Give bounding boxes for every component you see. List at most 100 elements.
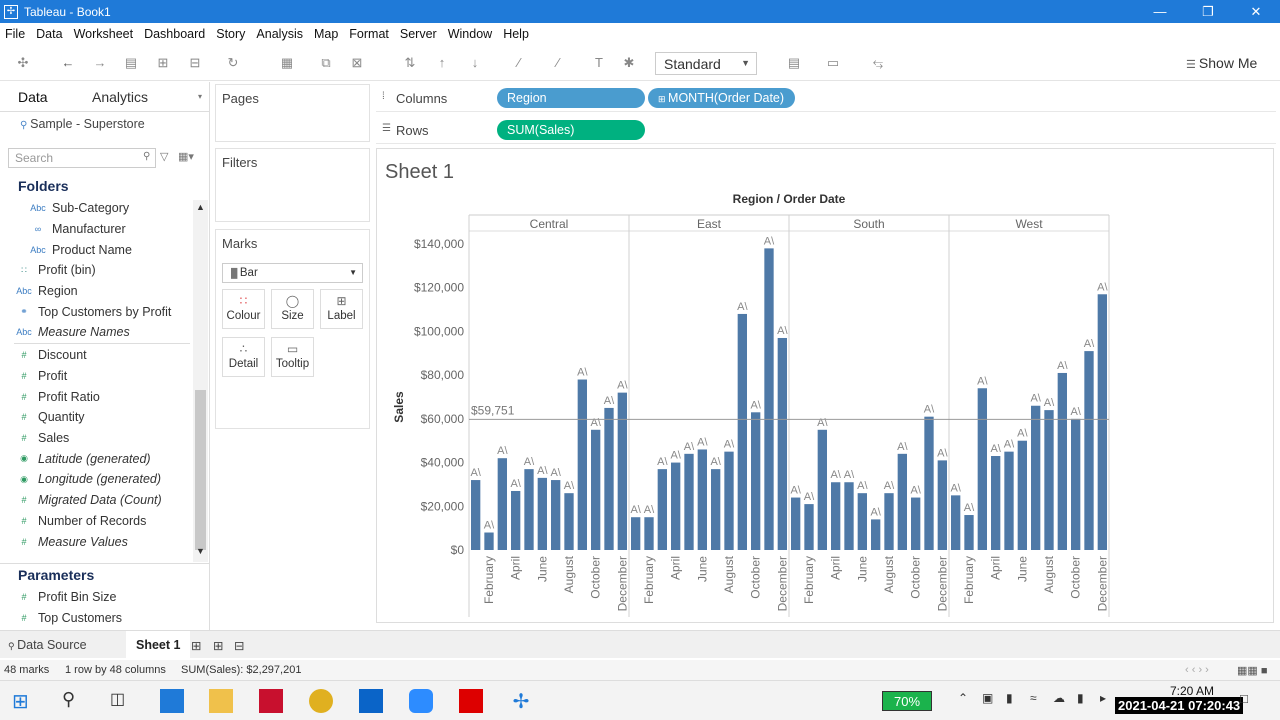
new-story-tab-icon[interactable]: ⊟ xyxy=(234,639,245,653)
duplicate-icon[interactable]: ⧉ xyxy=(321,55,331,70)
restore-button[interactable]: ❐ xyxy=(1202,4,1214,19)
wifi-icon[interactable]: ≈ xyxy=(1030,691,1037,705)
colour-button[interactable]: ∷ Colour xyxy=(222,289,265,329)
acrobat-icon[interactable] xyxy=(459,689,483,713)
tab-data[interactable]: Data xyxy=(18,89,48,105)
region-pill[interactable]: Region xyxy=(497,88,645,108)
field-profit[interactable]: # Profit xyxy=(0,366,192,387)
tableau-home-icon[interactable]: ✣ xyxy=(17,55,29,70)
navigation-icons[interactable]: ‹ ‹ › › xyxy=(1185,664,1209,676)
sort-ascending-icon[interactable]: ↑ xyxy=(438,55,446,70)
search-icon[interactable]: ⚲ xyxy=(62,689,76,709)
grid-view-icon[interactable]: ▦▦ ■ xyxy=(1237,665,1268,677)
field-sub-category[interactable]: Abc Sub-Category xyxy=(0,198,192,219)
undo-icon[interactable]: ← xyxy=(61,55,75,70)
menu-format[interactable]: Format xyxy=(349,27,389,41)
volume-icon[interactable]: ▸ xyxy=(1100,691,1107,705)
show-me-button[interactable]: ☰ Show Me xyxy=(1186,55,1257,71)
menu-help[interactable]: Help xyxy=(503,27,529,41)
menu-analysis[interactable]: Analysis xyxy=(256,27,303,41)
field-profit-bin-size[interactable]: # Profit Bin Size xyxy=(0,587,192,608)
month-order-date-pill[interactable]: ⊞ MONTH(Order Date) xyxy=(648,88,795,108)
menu-window[interactable]: Window xyxy=(447,27,493,41)
field-top-customers[interactable]: # Top Customers xyxy=(0,608,192,629)
onedrive-icon[interactable]: ☁ xyxy=(1053,691,1065,705)
menu-data[interactable]: Data xyxy=(36,27,63,41)
menu-file[interactable]: File xyxy=(5,27,26,41)
task-view-icon[interactable]: ◫ xyxy=(110,691,126,708)
zoom-icon[interactable] xyxy=(409,689,433,713)
data-source-tab[interactable]: ⚲ Data Source xyxy=(8,638,87,652)
filters-card[interactable]: Filters xyxy=(215,148,370,222)
clear-sheet-icon[interactable]: ⊠ xyxy=(351,55,363,70)
scrollbar-thumb[interactable] xyxy=(195,390,206,550)
field-region[interactable]: Abc Region xyxy=(0,281,192,302)
sheet-tab[interactable]: Sheet 1 xyxy=(126,631,191,659)
field-measure-values[interactable]: # Measure Values xyxy=(0,531,192,552)
field-longitude-generated[interactable]: ◉ Longitude (generated) xyxy=(0,469,192,490)
swap-icon[interactable]: ⇅ xyxy=(404,55,416,70)
presentation-icon[interactable]: ▭ xyxy=(826,55,840,70)
filter-icon[interactable]: ▽ xyxy=(160,151,169,163)
save-icon[interactable]: ▤ xyxy=(124,55,138,70)
chrome-icon[interactable] xyxy=(309,689,333,713)
pages-card[interactable]: Pages xyxy=(215,84,370,142)
close-button[interactable]: ✕ xyxy=(1250,4,1262,19)
pane-menu-icon[interactable]: ▾ xyxy=(198,92,203,101)
field-sales[interactable]: # Sales xyxy=(0,428,192,449)
tray-chevron-icon[interactable]: ⌃ xyxy=(958,691,969,705)
tooltip-button[interactable]: ▭ Tooltip xyxy=(271,337,314,377)
file-explorer-icon[interactable] xyxy=(209,689,233,713)
store-icon[interactable] xyxy=(160,689,184,713)
sort-descending-icon[interactable]: ↓ xyxy=(471,55,479,70)
mcafee-icon[interactable] xyxy=(259,689,283,713)
tableau-taskbar-icon[interactable]: ✢ xyxy=(512,691,530,713)
notifications-icon[interactable]: □ xyxy=(1240,691,1248,706)
labels-icon[interactable]: T xyxy=(595,55,603,70)
new-dashboard-tab-icon[interactable]: ⊞ xyxy=(213,639,224,653)
detail-button[interactable]: ∴ Detail xyxy=(222,337,265,377)
minimize-button[interactable]: — xyxy=(1153,4,1167,19)
share-icon[interactable]: ⥃ xyxy=(872,55,884,70)
redo-icon[interactable]: → xyxy=(93,55,107,70)
group-icon[interactable]: ∕ xyxy=(556,55,560,70)
field-profit-ratio[interactable]: # Profit Ratio xyxy=(0,386,192,407)
worksheet-view[interactable]: Sheet 1 Region / Order Date Sales $0 $20,00… xyxy=(376,148,1274,623)
search-input[interactable]: Search xyxy=(8,148,156,168)
bar-chart[interactable]: Region / Order Date Sales $0 $20,000 $40,000… xyxy=(377,149,1275,624)
tab-analytics[interactable]: Analytics xyxy=(92,89,149,105)
menu-server[interactable]: Server xyxy=(399,27,437,41)
microphone-icon[interactable]: ▮ xyxy=(1077,691,1084,705)
scroll-up-icon[interactable]: ▲ xyxy=(196,202,205,212)
field-quantity[interactable]: # Quantity xyxy=(0,407,192,428)
show-cards-icon[interactable]: ▤ xyxy=(787,55,801,70)
field-measure-names[interactable]: Abc Measure Names xyxy=(0,322,192,343)
highlight-icon[interactable]: ∕ xyxy=(517,55,521,70)
pause-updates-icon[interactable]: ⊟ xyxy=(189,55,201,70)
rows-shelf[interactable]: ☰ Rows SUM(Sales) xyxy=(376,116,1276,144)
field-number-of-records[interactable]: # Number of Records xyxy=(0,511,192,532)
windows-start-icon[interactable]: ⊞ xyxy=(12,691,29,713)
outlook-icon[interactable] xyxy=(359,689,383,713)
fit-dropdown[interactable]: Standard ▼ xyxy=(655,52,757,75)
scrollbar[interactable]: ▲ ▼ xyxy=(193,200,208,562)
pin-icon[interactable]: ✱ xyxy=(623,55,635,70)
data-source-item[interactable]: ⚲ Sample - Superstore xyxy=(20,117,145,131)
refresh-icon[interactable]: ↻ xyxy=(227,55,239,70)
menu-map[interactable]: Map xyxy=(313,27,339,41)
field-top-customers-by-profit[interactable]: ⚭ Top Customers by Profit xyxy=(0,301,192,322)
field-latitude-generated[interactable]: ◉ Latitude (generated) xyxy=(0,448,192,469)
menu-story[interactable]: Story xyxy=(216,27,246,41)
view-options-icon[interactable]: ▦▾ xyxy=(178,151,194,163)
scroll-down-icon[interactable]: ▼ xyxy=(196,546,205,556)
battery-icon[interactable]: ▮ xyxy=(1006,691,1013,705)
field-discount[interactable]: # Discount xyxy=(0,345,192,366)
menu-worksheet[interactable]: Worksheet xyxy=(73,27,134,41)
sum-sales-pill[interactable]: SUM(Sales) xyxy=(497,120,645,140)
field-migrated-data-count[interactable]: # Migrated Data (Count) xyxy=(0,490,192,511)
meet-icon[interactable]: ▣ xyxy=(982,691,994,705)
new-worksheet-tab-icon[interactable]: ⊞ xyxy=(191,639,202,653)
columns-shelf[interactable]: ⁞ Columns Region ⊞ MONTH(Order Date) xyxy=(376,84,1276,112)
mark-type-dropdown[interactable]: █ Bar ▼ xyxy=(222,263,363,283)
new-worksheet-icon[interactable]: ▦ xyxy=(280,55,294,70)
